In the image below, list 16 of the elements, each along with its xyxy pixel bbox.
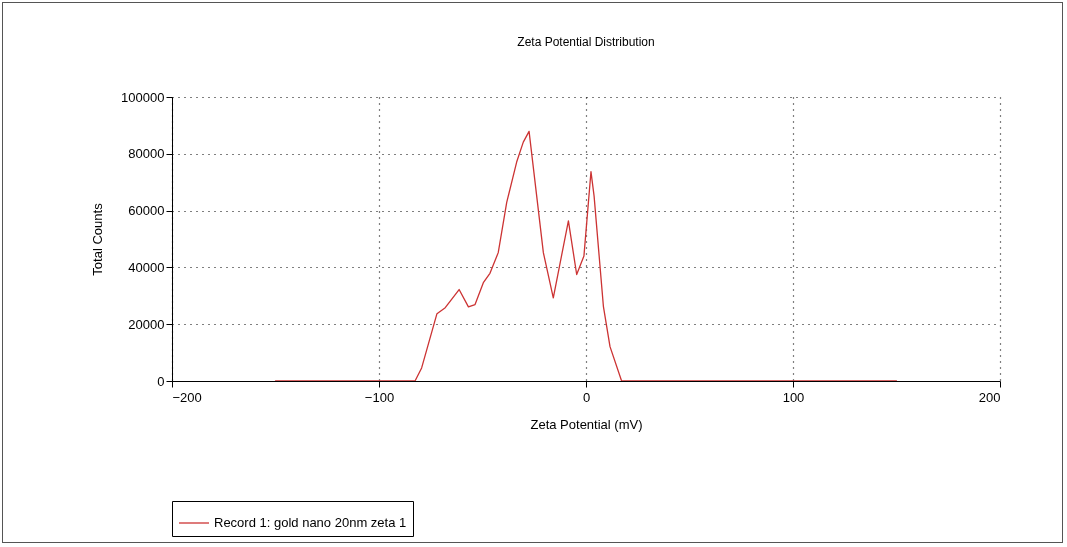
y-tick-label: 60000 [128, 203, 165, 219]
y-tick-label: 40000 [128, 259, 165, 275]
chart-title: Zeta Potential Distribution [517, 35, 655, 49]
y-tick-label: 20000 [128, 316, 165, 332]
x-tick-label: −100 [364, 389, 395, 405]
legend-label: Record 1: gold nano 20nm zeta 1 [214, 515, 407, 530]
x-tick-label: 0 [582, 389, 591, 405]
y-axis-title: Total Counts [90, 202, 106, 276]
x-tick-label: 200 [978, 389, 1001, 405]
y-tick-label: 80000 [128, 146, 165, 162]
line-series [274, 130, 898, 381]
x-tick-label: −200 [172, 389, 202, 405]
x-tick-label: 100 [782, 389, 805, 405]
y-tick-label: 0 [157, 373, 165, 389]
y-tick-label: 100000 [121, 89, 165, 105]
x-axis-title: Zeta Potential (mV) [530, 416, 643, 432]
